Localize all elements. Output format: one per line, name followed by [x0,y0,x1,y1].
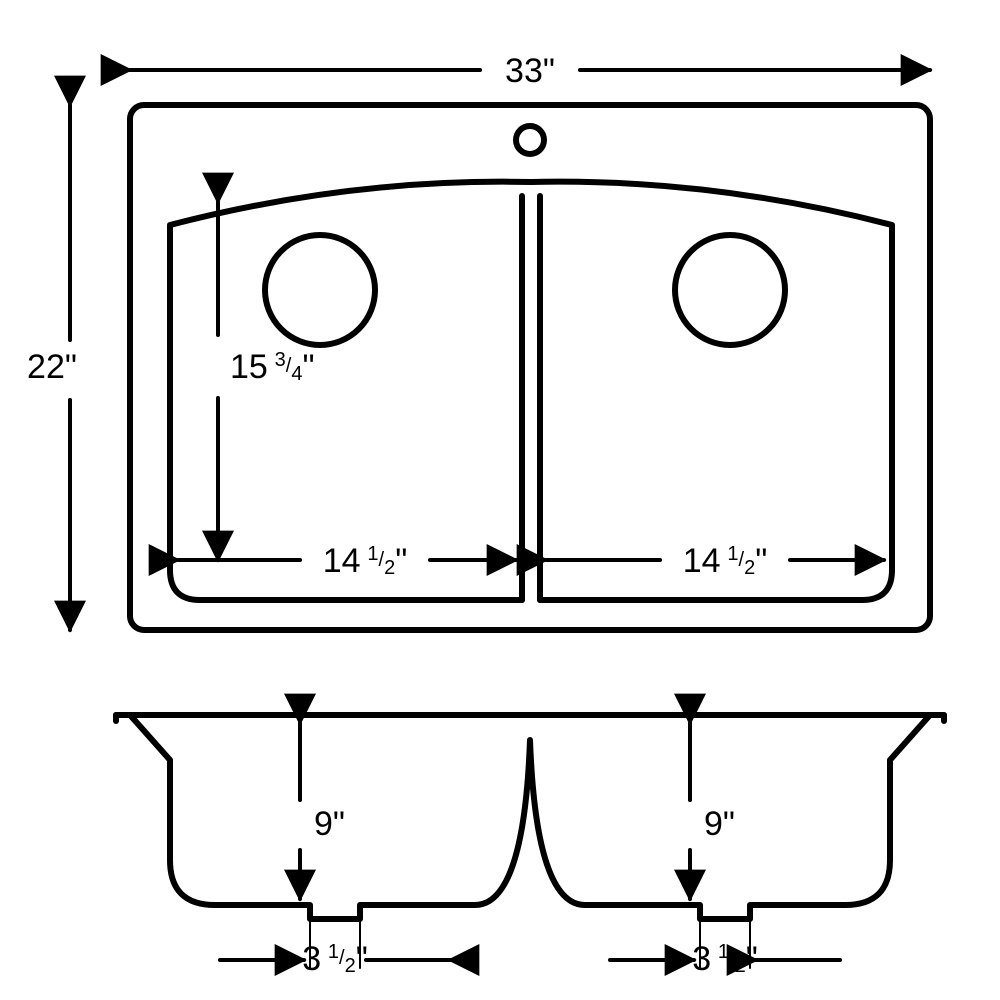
drain-left-top [265,235,375,345]
dim-overall-width-label: 33" [505,52,555,90]
bowl-outline [170,182,892,600]
dim-depth-left-label: 9" [314,805,345,843]
svg-text:22": 22" [27,348,77,386]
dim-bowl-w-right-label: 14 1/2" [683,542,768,580]
svg-text:14 1/2": 14 1/2" [683,542,768,580]
dim-depth-right-label: 9" [704,805,735,843]
dim-bowl-depth-label: 15 3/4" [230,348,315,386]
faucet-hole [516,126,544,154]
dim-bowl-w-left-label: 14 1/2" [323,542,408,580]
svg-text:9": 9" [314,805,345,843]
svg-text:3 1/2": 3 1/2" [302,940,368,978]
svg-text:14 1/2": 14 1/2" [323,542,408,580]
dim-drain-right-label: 3 1/2" [692,940,758,978]
svg-text:15 3/4": 15 3/4" [230,348,315,386]
drain-right-top [675,235,785,345]
svg-text:3 1/2": 3 1/2" [692,940,758,978]
sink-dimension-diagram: 33" 22" 15 3/4" 14 1/2" 14 1/2" 9" 9" 3 1/2" 3 1… [0,0,1000,1000]
svg-text:9": 9" [704,805,735,843]
section-profile [130,715,930,919]
svg-text:33": 33" [505,52,555,90]
dim-drain-left-label: 3 1/2" [302,940,368,978]
dim-overall-height-label: 22" [27,348,77,386]
